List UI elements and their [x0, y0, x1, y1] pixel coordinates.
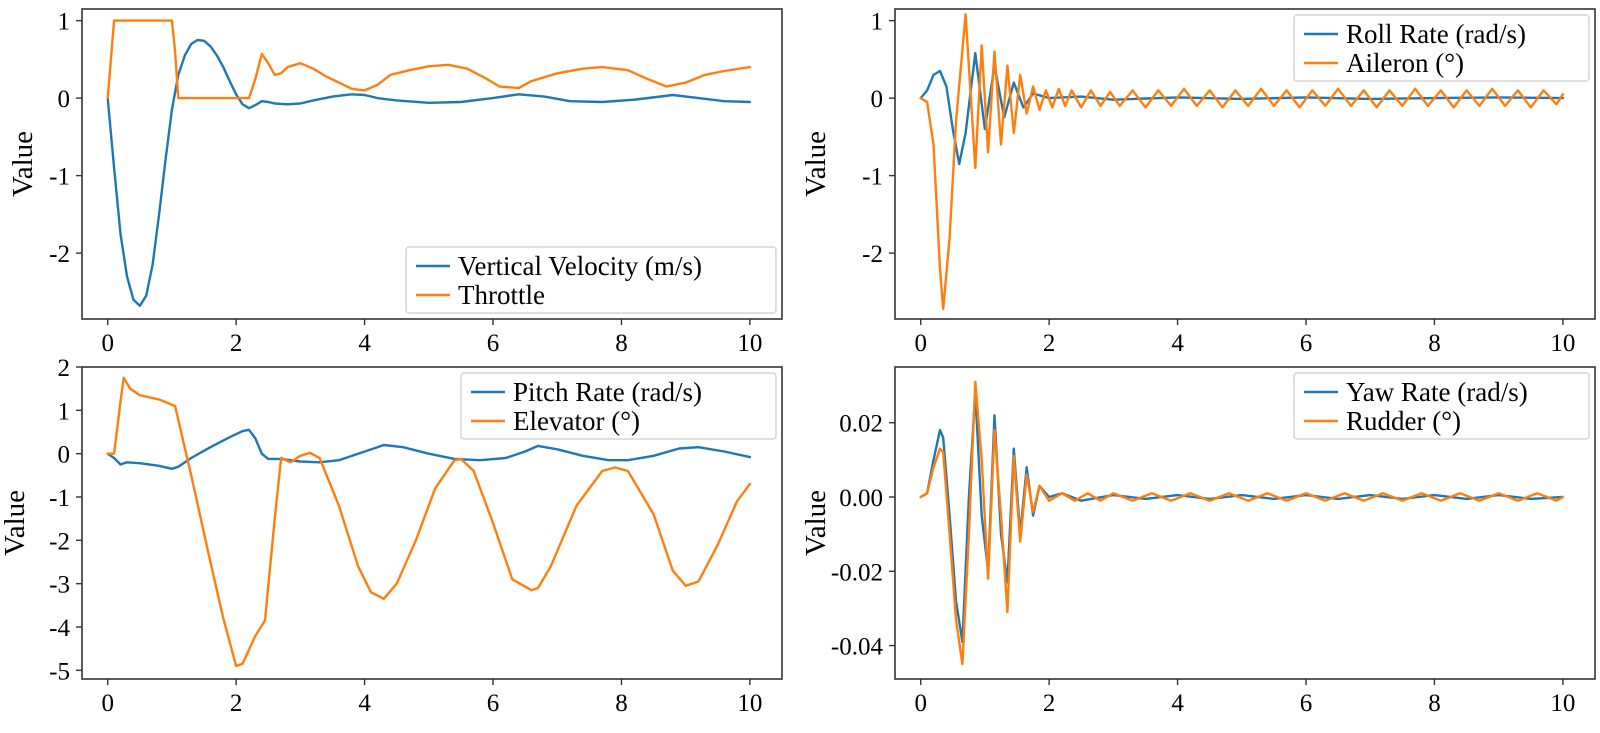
- pitch-axes-frame: [81, 366, 783, 680]
- pitch-y-tick-label: 1: [58, 398, 71, 425]
- vertical-y-tick-label: -2: [49, 241, 70, 268]
- pitch-y-tick-label: -2: [49, 528, 70, 555]
- pitch-x-tick-label: 10: [737, 690, 762, 717]
- pitch-y-axis-label: Value: [0, 490, 31, 556]
- pitch-series-orange-line: [106, 376, 752, 668]
- yaw-x-tick-label: 6: [1300, 690, 1313, 717]
- pitch-x-tick-label: 0: [101, 690, 114, 717]
- pitch-x-tick-label: 6: [487, 690, 500, 717]
- roll-x-tick-label: 2: [1043, 330, 1056, 357]
- roll-series-orange-line: [919, 13, 1565, 311]
- yaw-y-axis-label: Value: [800, 490, 832, 556]
- roll-x-tick-label: 0: [914, 330, 927, 357]
- yaw-axes-frame: [894, 366, 1596, 680]
- roll-legend-box: [1293, 14, 1590, 82]
- yaw-y-tick-label: 0.00: [839, 485, 883, 512]
- pitch-y-tick-label: 0: [58, 442, 71, 469]
- yaw-x-tick-label: 4: [1171, 690, 1184, 717]
- vertical-series-orange-line: [106, 19, 752, 100]
- roll-y-tick-label: -1: [862, 164, 883, 191]
- vertical-y-tick-label: 0: [58, 86, 71, 113]
- vertical-y-tick-label: 1: [58, 9, 71, 36]
- yaw-x-tick-label: 2: [1043, 690, 1056, 717]
- pitch-x-tick-label: 2: [230, 690, 243, 717]
- vertical-legend: Vertical Velocity (m/s)Throttle: [405, 246, 777, 314]
- pitch-y-tick-label: -4: [49, 615, 70, 642]
- roll-y-axis-label: Value: [800, 131, 832, 197]
- roll-legend: Roll Rate (rad/s)Aileron (°): [1293, 14, 1590, 82]
- roll-legend-label: Aileron (°): [1346, 48, 1464, 78]
- roll-x-tick-label: 8: [1428, 330, 1441, 357]
- roll-y-tick-label: 1: [871, 9, 884, 36]
- pitch-legend-label: Pitch Rate (rad/s): [513, 377, 702, 407]
- vertical-x-tick-label: 10: [737, 330, 762, 357]
- pitch-series-blue-line: [106, 428, 752, 470]
- yaw-legend: Yaw Rate (rad/s)Rudder (°): [1293, 372, 1590, 440]
- yaw-y-tick-label: -0.04: [831, 634, 884, 661]
- pitch-y-tick-label: -1: [49, 485, 70, 512]
- yaw-x-tick-label: 0: [914, 690, 927, 717]
- vertical-axes-frame: [81, 8, 783, 320]
- pitch-x-tick-label: 8: [615, 690, 628, 717]
- yaw-legend-label: Yaw Rate (rad/s): [1346, 377, 1528, 407]
- vertical-y-axis-label: Value: [7, 131, 39, 197]
- yaw-x-tick-label: 10: [1550, 690, 1575, 717]
- pitch-legend-box: [460, 372, 777, 440]
- vertical-legend-label: Throttle: [458, 280, 545, 310]
- vertical-x-tick-label: 4: [358, 330, 371, 357]
- vertical-legend-label: Vertical Velocity (m/s): [458, 251, 702, 281]
- vertical-x-tick-label: 8: [615, 330, 628, 357]
- vertical-y-tick-label: -1: [49, 164, 70, 191]
- pitch-legend: Pitch Rate (rad/s)Elevator (°): [460, 372, 777, 440]
- roll-x-tick-label: 4: [1171, 330, 1184, 357]
- roll-axes-frame: [894, 8, 1596, 320]
- yaw-y-tick-label: -0.02: [831, 559, 883, 586]
- yaw-x-tick-label: 8: [1428, 690, 1441, 717]
- roll-x-tick-label: 6: [1300, 330, 1313, 357]
- pitch-y-tick-label: -3: [49, 572, 70, 599]
- roll-x-tick-label: 10: [1550, 330, 1575, 357]
- pitch-y-tick-label: -5: [49, 658, 70, 685]
- yaw-legend-box: [1293, 372, 1590, 440]
- roll-y-tick-label: 0: [871, 86, 884, 113]
- yaw-panel: 0 2 4 6 8 10 0.02 0.00 -0.02 -0.04 Value Yaw Rate (…: [800, 366, 1596, 717]
- vertical-series-blue-line: [106, 38, 752, 307]
- vertical-x-tick-label: 6: [487, 330, 500, 357]
- pitch-legend-label: Elevator (°): [513, 406, 640, 436]
- vertical-x-tick-label: 0: [101, 330, 114, 357]
- vertical-legend-box: [405, 246, 777, 314]
- vertical-x-tick-label: 2: [230, 330, 243, 357]
- yaw-series-orange-line: [919, 380, 1565, 666]
- roll-legend-label: Roll Rate (rad/s): [1346, 19, 1526, 49]
- yaw-legend-label: Rudder (°): [1346, 406, 1461, 436]
- roll-y-tick-label: -2: [862, 241, 883, 268]
- pitch-x-tick-label: 4: [358, 690, 371, 717]
- yaw-y-tick-label: 0.02: [839, 411, 883, 438]
- pitch-y-tick-label: 2: [58, 355, 71, 382]
